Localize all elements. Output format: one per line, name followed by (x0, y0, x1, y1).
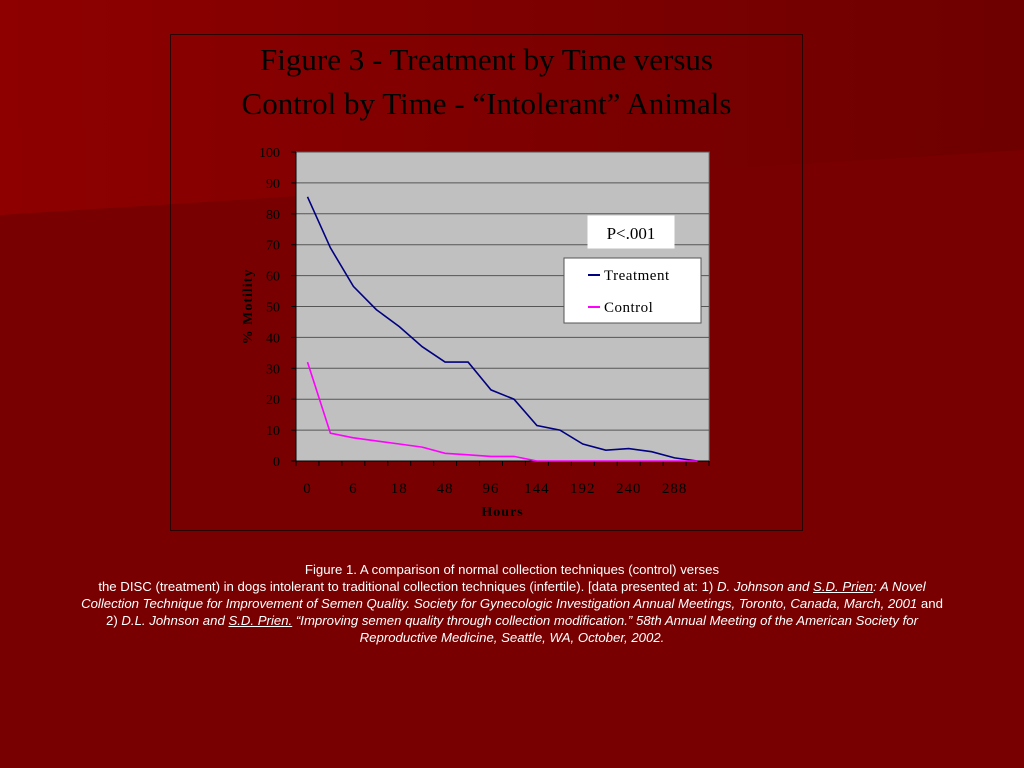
x-tick-label: 288 (662, 481, 688, 497)
series-line-treatment (306, 196, 698, 462)
caption-line2: the DISC (treatment) in dogs intolerant … (40, 578, 984, 595)
y-tick-label: 30 (266, 362, 280, 377)
x-tick-label: 192 (570, 481, 596, 497)
y-tick-label: 20 (266, 393, 280, 408)
caption-citation: Reproductive Medicine, Seattle, WA, Octo… (359, 630, 665, 645)
y-tick-label: 90 (266, 177, 280, 192)
figure-title: Figure 3 - Treatment by Time versus Cont… (170, 38, 803, 126)
figure-title-line2: Control by Time - “Intolerant” Animals (241, 86, 732, 121)
y-tick-label: 0 (273, 455, 280, 470)
caption-line3: Collection Technique for Improvement of … (40, 595, 984, 612)
figure-caption: Figure 1. A comparison of normal collect… (40, 561, 984, 646)
caption-author-link: S.D. Prien. (228, 613, 293, 628)
caption-author-link: S.D. Prien (813, 579, 874, 594)
x-tick-label: 144 (524, 481, 550, 497)
annotation-label: P<.001 (607, 224, 656, 243)
x-axis-label: Hours (481, 505, 523, 520)
x-tick-label: 96 (483, 481, 500, 497)
caption-citation: “Improving semen quality through collect… (292, 613, 918, 628)
series-line-control (306, 361, 698, 462)
caption-text: 2) (106, 613, 122, 628)
caption-title: : A Novel (873, 579, 926, 594)
y-tick-label: 80 (266, 208, 280, 223)
y-tick-label: 50 (266, 301, 280, 316)
x-tick-label: 6 (349, 481, 358, 497)
legend-label-treatment: Treatment (604, 268, 670, 284)
caption-line5: Reproductive Medicine, Seattle, WA, Octo… (40, 629, 984, 646)
caption-citation: Collection Technique for Improvement of … (81, 596, 918, 611)
x-tick-label: 240 (616, 481, 642, 497)
legend-label-control: Control (604, 300, 653, 316)
figure-title-line1: Figure 3 - Treatment by Time versus (260, 42, 713, 77)
y-tick-label: 70 (266, 239, 280, 254)
caption-text: and (917, 596, 943, 611)
y-tick-label: 60 (266, 270, 280, 285)
y-tick-label: 10 (266, 424, 280, 439)
x-tick-label: 0 (303, 481, 312, 497)
y-tick-label: 40 (266, 331, 280, 346)
legend-box (563, 257, 702, 324)
y-axis-label: % Motility (241, 269, 256, 345)
caption-line1: Figure 1. A comparison of normal collect… (304, 562, 720, 577)
y-tick-label: 100 (259, 146, 280, 161)
x-tick-label: 48 (437, 481, 454, 497)
caption-text: the DISC (treatment) in dogs intolerant … (98, 579, 717, 594)
annotation-box (587, 215, 675, 249)
caption-author: D.L. Johnson and (121, 613, 229, 628)
figure-frame (170, 34, 803, 531)
caption-author: D. Johnson and (717, 579, 814, 594)
x-tick-label: 18 (391, 481, 408, 497)
caption-line4: 2) D.L. Johnson and S.D. Prien. “Improvi… (40, 612, 984, 629)
